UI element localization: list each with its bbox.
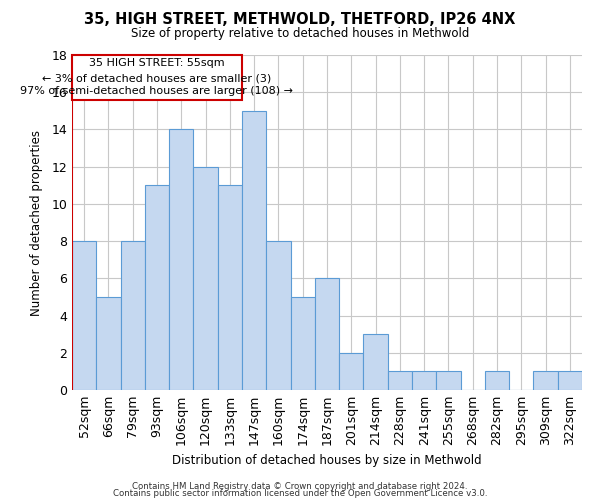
Bar <box>121 241 145 390</box>
Text: 97% of semi-detached houses are larger (108) →: 97% of semi-detached houses are larger (… <box>20 86 293 97</box>
Text: 35 HIGH STREET: 55sqm: 35 HIGH STREET: 55sqm <box>89 58 225 68</box>
Bar <box>266 241 290 390</box>
Bar <box>290 297 315 390</box>
Bar <box>412 372 436 390</box>
Bar <box>533 372 558 390</box>
Bar <box>558 372 582 390</box>
Bar <box>96 297 121 390</box>
Bar <box>364 334 388 390</box>
Bar <box>242 111 266 390</box>
Text: ← 3% of detached houses are smaller (3): ← 3% of detached houses are smaller (3) <box>43 74 272 84</box>
Bar <box>72 55 242 100</box>
Bar <box>72 241 96 390</box>
Y-axis label: Number of detached properties: Number of detached properties <box>30 130 43 316</box>
Bar <box>436 372 461 390</box>
Text: Size of property relative to detached houses in Methwold: Size of property relative to detached ho… <box>131 28 469 40</box>
Text: Contains public sector information licensed under the Open Government Licence v3: Contains public sector information licen… <box>113 490 487 498</box>
Bar <box>218 186 242 390</box>
Bar <box>315 278 339 390</box>
Text: 35, HIGH STREET, METHWOLD, THETFORD, IP26 4NX: 35, HIGH STREET, METHWOLD, THETFORD, IP2… <box>85 12 515 28</box>
Bar <box>339 353 364 390</box>
Text: Contains HM Land Registry data © Crown copyright and database right 2024.: Contains HM Land Registry data © Crown c… <box>132 482 468 491</box>
X-axis label: Distribution of detached houses by size in Methwold: Distribution of detached houses by size … <box>172 454 482 466</box>
Bar <box>145 186 169 390</box>
Bar <box>193 166 218 390</box>
Bar <box>169 130 193 390</box>
Bar <box>485 372 509 390</box>
Bar <box>388 372 412 390</box>
